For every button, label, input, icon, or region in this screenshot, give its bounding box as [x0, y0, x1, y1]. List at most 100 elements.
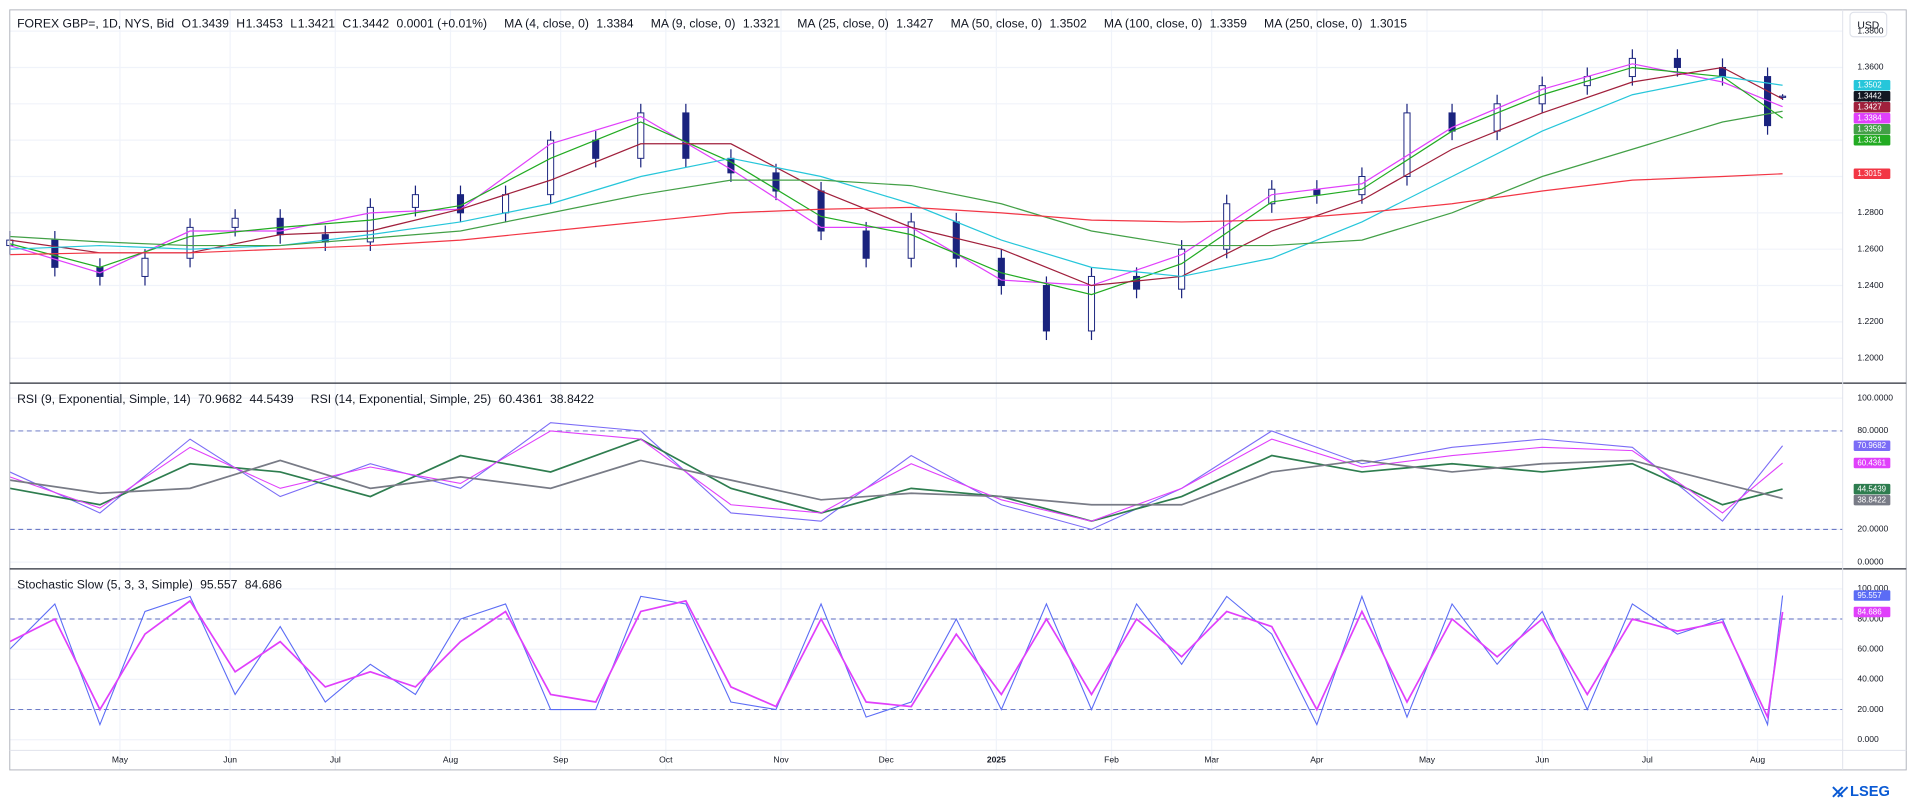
value-box-label: 1.3359: [1857, 125, 1882, 134]
ma-line: [9, 66, 1783, 296]
ohlc-label: O: [181, 17, 191, 31]
y-tick-label: 0.000: [1857, 734, 1879, 744]
candle-body: [1087, 275, 1096, 332]
legend-name: MA (100, close, 0): [1104, 17, 1202, 31]
legend-value: 1.3359: [1210, 17, 1248, 31]
legend-name: MA (4, close, 0): [504, 17, 589, 31]
x-tick-label: Jul: [1642, 754, 1653, 764]
y-tick-label: 80.000: [1857, 613, 1883, 623]
candle-body: [682, 112, 690, 159]
value-box-label: 1.3427: [1857, 103, 1882, 112]
ma-line: [9, 173, 1783, 256]
candle-body: [1042, 285, 1050, 332]
x-tick-label: Sep: [553, 754, 568, 764]
candle-body: [592, 139, 600, 159]
value-box-label: 38.8422: [1857, 496, 1886, 505]
ohlc-label: H: [236, 17, 245, 31]
x-tick-label: Aug: [443, 754, 458, 764]
ma-line: [9, 110, 1783, 247]
legend-name: RSI (9, Exponential, Simple, 14): [17, 392, 191, 406]
ma-line: [9, 75, 1783, 278]
y-tick-label: 1.3600: [1857, 62, 1883, 72]
legend-name: MA (9, close, 0): [651, 17, 736, 31]
y-tick-label: 0.0000: [1857, 556, 1883, 566]
candle-body: [862, 230, 870, 259]
candle-body: [547, 139, 555, 196]
value-box: [1853, 590, 1891, 601]
y-tick-label: 20.000: [1857, 704, 1883, 714]
indicator-line: [9, 438, 1783, 523]
value-box-label: 1.3502: [1857, 81, 1882, 90]
legend-value: 95.557: [200, 578, 238, 592]
legend-value: 1.3321: [743, 17, 781, 31]
x-tick-label: Apr: [1310, 754, 1323, 764]
legend-value: 44.5439: [250, 392, 294, 406]
legend-name: MA (25, close, 0): [797, 17, 889, 31]
symbol: FOREX GBP=, 1D, NYS, Bid: [17, 17, 174, 31]
y-tick-label: 60.000: [1857, 643, 1883, 653]
value-box: [1853, 457, 1891, 469]
legend-name: Stochastic Slow (5, 3, 3, Simple): [17, 578, 193, 592]
ohlc-value: 1.3439: [192, 17, 230, 31]
legend-value: 38.8422: [550, 392, 594, 406]
candle-body: [502, 194, 510, 214]
x-tick-label: May: [1419, 754, 1436, 764]
y-tick-label: 100.000: [1857, 583, 1888, 593]
value-box-label: 1.3321: [1857, 136, 1882, 145]
value-box-label: 95.557: [1857, 591, 1882, 600]
y-tick-label: 1.2200: [1857, 316, 1883, 326]
value-box: [1853, 80, 1891, 91]
value-box: [1853, 124, 1891, 135]
x-tick-label: Aug: [1750, 754, 1765, 764]
candle-body: [772, 172, 780, 192]
x-tick-label: Dec: [879, 754, 895, 764]
legend-name: MA (250, close, 0): [1264, 17, 1362, 31]
x-tick-label: 2025: [987, 754, 1006, 764]
legend-value: 70.9682: [198, 392, 242, 406]
legend-value: 84.686: [245, 578, 283, 592]
plot: [6, 49, 1843, 727]
y-tick-label: 20.0000: [1857, 524, 1888, 534]
indicator-line: [9, 594, 1784, 727]
logo: LSEG: [1850, 784, 1890, 800]
currency-box: [1849, 11, 1888, 38]
candle-body: [637, 112, 645, 159]
value-box: [1853, 102, 1891, 113]
x-tick-label: Jun: [223, 754, 237, 764]
value-box-label: 70.9682: [1857, 441, 1886, 450]
y-tick-label: 100.0000: [1857, 392, 1893, 402]
x-tick-label: Nov: [773, 754, 789, 764]
candle-body: [366, 206, 374, 243]
ohlc-value: 1.3421: [298, 17, 336, 31]
currency: USD: [1857, 20, 1879, 31]
candle-body: [141, 257, 149, 277]
candle-body: [231, 217, 239, 228]
value-box-label: 1.3442: [1857, 92, 1882, 101]
y-tick-label: 40.000: [1857, 674, 1883, 684]
ohlc-value: 1.3442: [352, 17, 390, 31]
legend-name: MA (50, close, 0): [951, 17, 1043, 31]
legend-name: RSI (14, Exponential, Simple, 25): [311, 392, 491, 406]
candle-body: [1358, 176, 1366, 196]
logo-icon: [1832, 786, 1849, 798]
value-box: [1853, 168, 1891, 180]
y-tick-label: 1.2600: [1857, 243, 1883, 253]
candle-body: [276, 217, 284, 236]
ohlc-label: C: [342, 17, 351, 31]
x-tick-label: May: [112, 754, 129, 764]
value-box: [1853, 91, 1891, 102]
y-tick-label: 1.2800: [1857, 207, 1883, 217]
value-box: [1853, 606, 1891, 618]
indicator-line: [9, 422, 1784, 530]
value-box: [1853, 135, 1891, 146]
legend-value: 1.3015: [1370, 17, 1408, 31]
legend-value: 60.4361: [499, 392, 543, 406]
candle-body: [817, 190, 825, 232]
value-box-label: 1.3015: [1857, 169, 1882, 178]
y-tick-label: 1.3800: [1857, 25, 1883, 35]
value-box-label: 1.3384: [1857, 114, 1882, 123]
ohlc-label: L: [290, 17, 297, 31]
value-box-label: 60.4361: [1857, 458, 1886, 467]
